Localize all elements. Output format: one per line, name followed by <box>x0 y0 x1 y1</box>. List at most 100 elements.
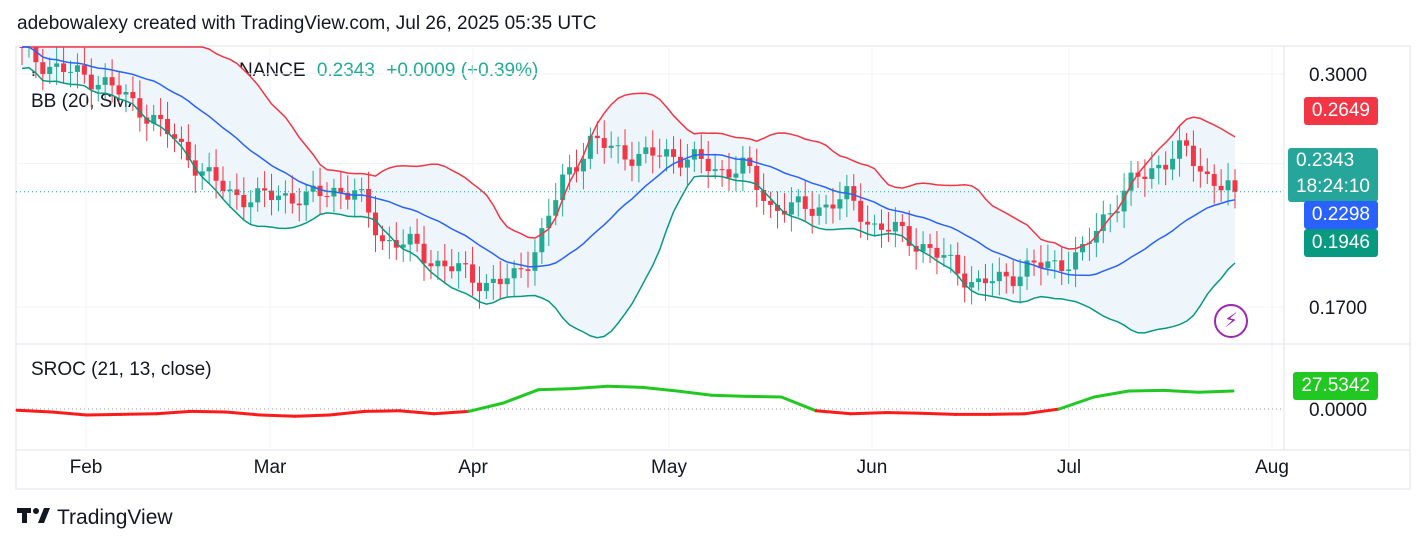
candle-body <box>920 244 926 252</box>
sroc-segment <box>328 409 366 417</box>
candle-body <box>227 189 233 191</box>
candle-body <box>892 221 898 232</box>
candle-body <box>989 281 995 284</box>
sroc-legend[interactable]: SROC (21, 13, close) <box>31 359 212 380</box>
candle-body <box>705 158 711 172</box>
candle-body <box>1211 174 1217 186</box>
candle-body <box>476 282 482 292</box>
candle-body <box>497 278 503 285</box>
bollinger-upper-line <box>22 46 1236 250</box>
candle-body <box>608 145 614 148</box>
candle-body <box>421 243 427 264</box>
sroc-segment <box>1162 388 1200 394</box>
candle-body <box>199 171 205 176</box>
last-price-tag-value: 0.2343 <box>1296 150 1355 171</box>
candle-body <box>1010 276 1016 287</box>
candle-body <box>483 282 489 292</box>
candle-body <box>525 269 531 271</box>
candle-body <box>518 268 524 270</box>
candle-body <box>366 189 372 213</box>
candle-body <box>754 165 760 190</box>
candle-body <box>151 114 157 124</box>
candle-body <box>1142 176 1148 179</box>
candle-body <box>504 278 510 285</box>
candle-body <box>560 174 566 201</box>
candle-body <box>629 159 635 166</box>
candle-body <box>74 65 80 72</box>
tradingview-logo-icon <box>17 506 51 530</box>
x-tick-label: Feb <box>70 457 103 478</box>
candle-body <box>158 114 164 119</box>
sroc-segment <box>397 409 436 416</box>
candle-body <box>941 255 947 258</box>
sroc-tick-label: 0.0000 <box>1309 400 1367 421</box>
candle-body <box>865 221 871 225</box>
candle-body <box>40 62 46 75</box>
candle-body <box>1225 180 1231 191</box>
candle-body <box>185 141 191 161</box>
sroc-segment <box>849 411 888 416</box>
candle-body <box>178 138 184 142</box>
candle-body <box>761 189 767 201</box>
candle-body <box>982 278 988 284</box>
candle-body <box>414 233 420 244</box>
candle-body <box>248 202 254 208</box>
candle-body <box>726 169 732 178</box>
candle-body <box>449 266 455 272</box>
candle-body <box>269 190 275 201</box>
last-price: 0.2343 <box>316 60 375 81</box>
candle-body <box>1052 260 1058 262</box>
sroc-segment <box>606 384 644 389</box>
candle-body <box>664 149 670 157</box>
sroc-segment <box>814 409 853 416</box>
candle-body <box>601 138 607 148</box>
sroc-segment <box>1057 395 1096 411</box>
candle-body <box>310 185 316 192</box>
x-tick-label: Jun <box>857 457 888 478</box>
y-tick-label: 0.3000 <box>1309 65 1367 86</box>
y-tick-label: 0.1700 <box>1309 298 1367 319</box>
candle-body <box>116 85 122 95</box>
candle-body <box>33 47 39 63</box>
lightning-icon[interactable]: ⚡ <box>1214 304 1248 338</box>
candle-body <box>241 194 247 208</box>
candle-body <box>373 212 379 236</box>
sroc-segment <box>640 385 679 393</box>
sroc-segment <box>918 411 957 416</box>
candle-body <box>775 204 781 211</box>
candle-body <box>684 159 690 168</box>
candle-body <box>1031 260 1037 263</box>
candle-body <box>962 273 968 288</box>
candle-body <box>899 221 905 227</box>
candle-body <box>622 145 628 160</box>
candle-body <box>567 167 573 175</box>
candle-body <box>878 223 884 230</box>
candle-body <box>1045 261 1051 268</box>
footer-brand[interactable]: TradingView <box>17 506 173 530</box>
bollinger-basis-line <box>22 46 1236 277</box>
sroc-segment <box>362 409 401 413</box>
sroc-segment <box>84 412 123 417</box>
candle-body <box>428 263 434 267</box>
candle-body <box>102 77 108 85</box>
candle-body <box>1066 269 1072 272</box>
x-tick-label: Mar <box>254 457 287 478</box>
sroc-segment <box>501 388 540 405</box>
sroc-segment <box>779 395 818 413</box>
candle-body <box>996 271 1002 282</box>
candle-body <box>68 71 74 73</box>
x-tick-label: May <box>651 457 687 478</box>
sroc-segment <box>467 401 505 413</box>
candle-body <box>144 117 150 124</box>
candle-body <box>1156 164 1162 169</box>
candle-body <box>61 63 67 73</box>
candle-body <box>1059 260 1065 272</box>
candle-body <box>1121 190 1127 212</box>
sroc-segment <box>154 409 193 416</box>
candle-body <box>1183 140 1189 146</box>
candle-body <box>1107 213 1113 215</box>
candle-body <box>1163 164 1169 170</box>
candle-body <box>1024 260 1030 277</box>
candle-body <box>872 223 878 225</box>
